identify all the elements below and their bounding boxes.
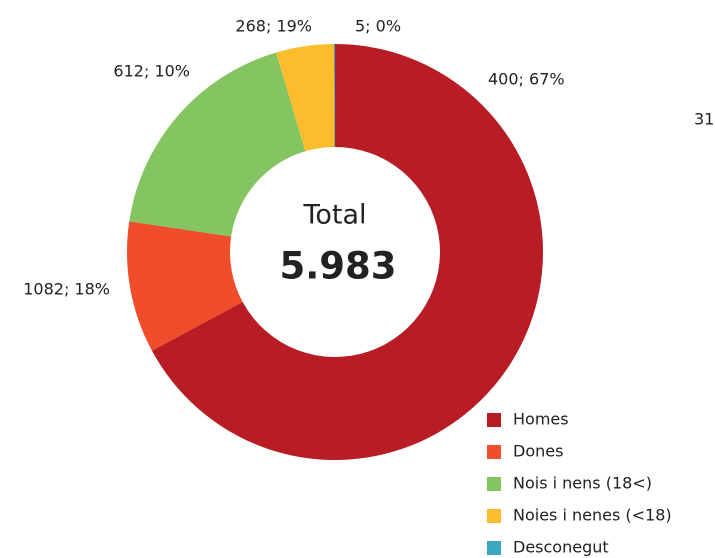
legend-label: Dones — [513, 442, 563, 461]
legend-label: Desconegut — [513, 538, 609, 557]
legend-swatch — [487, 541, 501, 555]
value-label: 1082; 18% — [23, 280, 110, 299]
value-label: 268; 19% — [235, 17, 312, 36]
value-label: 612; 10% — [113, 62, 190, 81]
legend-label: Noies i nenes (<18) — [513, 506, 672, 525]
legend-swatch — [487, 509, 501, 523]
legend-label: Homes — [513, 410, 569, 429]
legend-swatch — [487, 413, 501, 427]
legend-label: Nois i nens (18<) — [513, 474, 652, 493]
value-label: 400; 67% — [488, 70, 565, 89]
legend-swatch — [487, 477, 501, 491]
slice — [129, 52, 306, 237]
slice — [333, 44, 335, 148]
value-label: 5; 0% — [355, 17, 401, 36]
slice — [276, 44, 335, 152]
slice — [151, 44, 543, 460]
center-label: Total — [302, 200, 366, 231]
slice — [127, 221, 243, 351]
center-value: 5.983 — [279, 245, 396, 288]
legend-swatch — [487, 445, 501, 459]
annotation: 31 — [694, 110, 714, 129]
